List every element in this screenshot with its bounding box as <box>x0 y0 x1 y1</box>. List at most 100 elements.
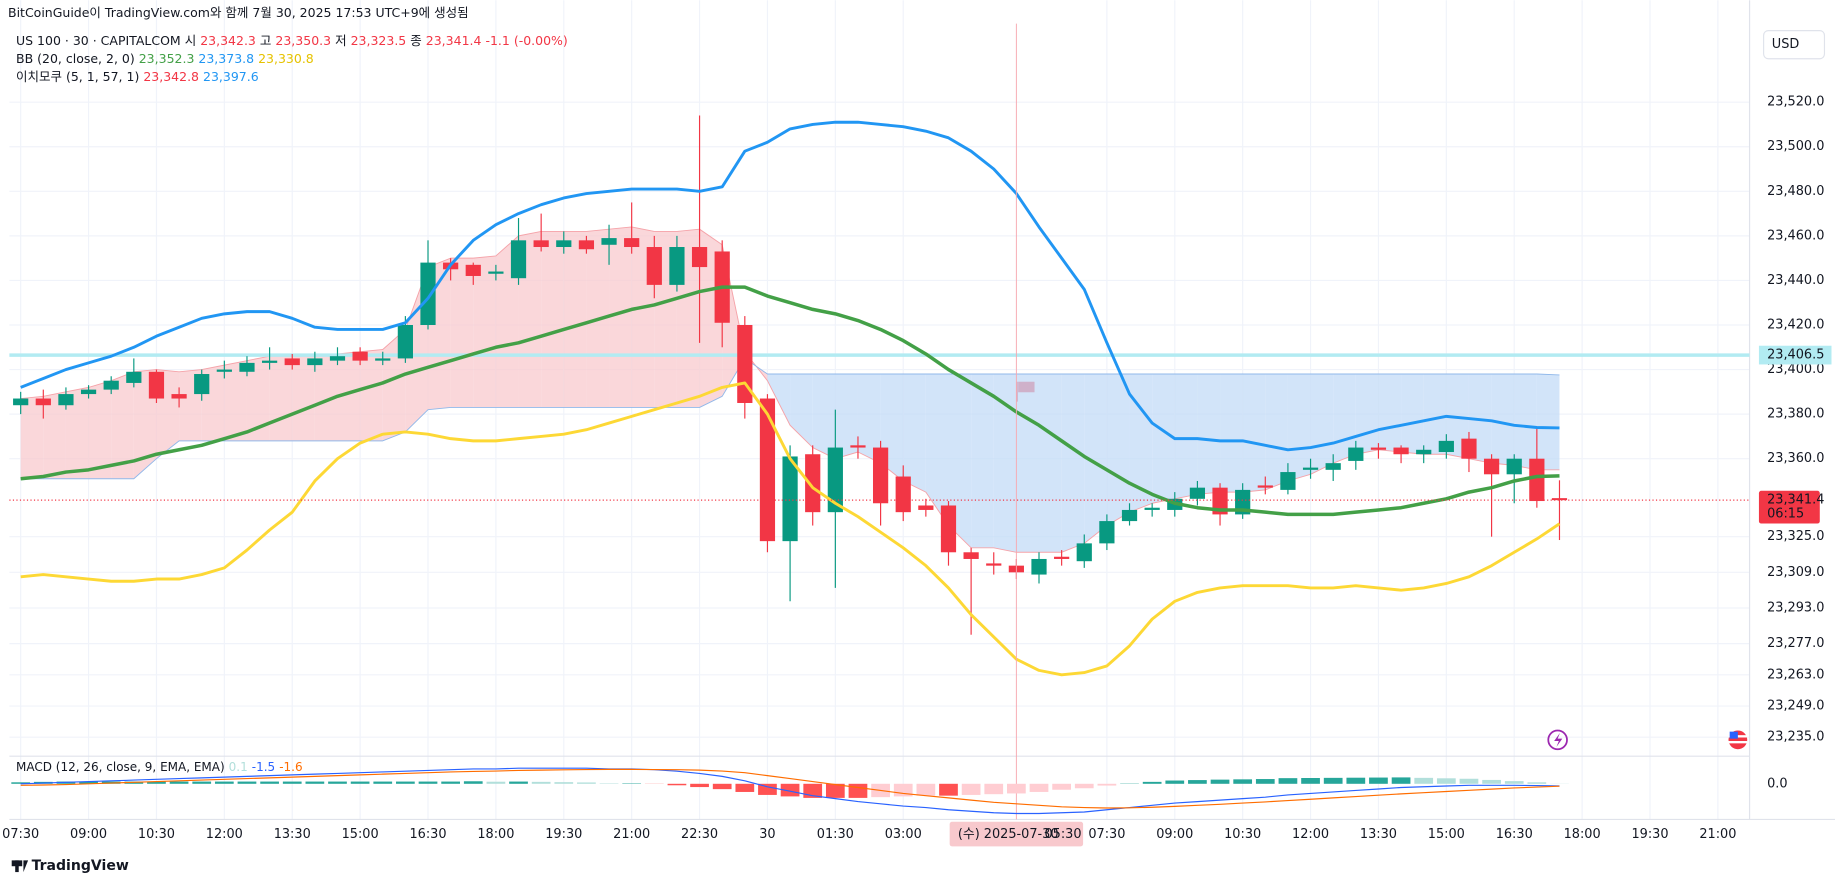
cloud-segment <box>767 374 791 426</box>
macd-hist-bar <box>780 783 800 797</box>
bb-value: 23,352.3 <box>138 51 195 66</box>
x-tick-label: 18:00 <box>477 827 514 842</box>
x-tick-label: 15:00 <box>342 827 379 842</box>
candle-body <box>1325 463 1341 470</box>
cloud-segment <box>1061 374 1085 553</box>
macd-hist-bar <box>463 781 483 784</box>
indicator-line <box>20 381 1561 677</box>
x-tick-label: 12:00 <box>206 827 243 842</box>
y-tick-label: 23,400.0 <box>1767 362 1824 377</box>
candle-body <box>1438 440 1454 453</box>
macd-hist-bar <box>1142 781 1162 784</box>
cloud-segment <box>65 387 89 479</box>
candle-body <box>782 456 798 542</box>
cloud-segment <box>812 374 836 459</box>
macd-hist-bar <box>984 783 1004 795</box>
currency-box[interactable] <box>1763 30 1826 60</box>
x-tick-label: 21:00 <box>1699 827 1736 842</box>
x-tick-label: 30 <box>759 827 775 842</box>
candle-body <box>601 238 617 245</box>
cloud-segment <box>541 231 564 408</box>
cloud-segment <box>609 226 632 408</box>
macd-hist-bar <box>282 781 302 784</box>
candle-body <box>827 447 843 513</box>
candle-body <box>1076 543 1092 562</box>
cloud-segment <box>1152 374 1175 504</box>
macd-hist-bar <box>169 781 189 784</box>
candle-body <box>1483 458 1500 475</box>
candle-body <box>1144 507 1160 510</box>
macd-hist-bar <box>192 781 212 784</box>
candle-body <box>239 362 255 372</box>
candle-body <box>1212 487 1228 515</box>
candle-body <box>533 240 549 248</box>
y-tick-label: 23,325.0 <box>1767 529 1824 544</box>
y-tick-label: 23,309.0 <box>1767 565 1824 580</box>
bb-label: BB (20, close, 2, 0) <box>16 51 135 66</box>
level-label: 23,406.5 <box>1767 348 1824 363</box>
y-tick-label: 23,440.0 <box>1767 273 1824 288</box>
macd-hist-bar <box>1346 777 1366 784</box>
change-value: -1.1 (-0.00%) <box>485 33 568 48</box>
last-price-box <box>1758 490 1820 524</box>
candle-body <box>329 356 346 361</box>
y-tick-label: 23,380.0 <box>1767 407 1824 422</box>
cloud-segment <box>1401 374 1424 455</box>
x-tick-label: 09:00 <box>70 827 107 842</box>
macd-hist-bar <box>1391 777 1411 784</box>
macd-hist-bar <box>373 781 393 784</box>
cloud-segment <box>1242 374 1266 493</box>
cloud-segment <box>43 391 66 479</box>
cloud-segment <box>314 353 338 441</box>
candle-body <box>103 380 119 390</box>
candle-body <box>759 398 776 542</box>
cloud-segment <box>1378 374 1402 453</box>
x-tick-label: 13:30 <box>274 827 311 842</box>
macd-value: -1.6 <box>279 760 303 774</box>
macd-line <box>20 767 1560 815</box>
cloud-segment <box>473 255 496 408</box>
indicator-line <box>20 120 1560 452</box>
cloud-segment <box>1423 374 1447 455</box>
macd-hist-bar <box>1414 777 1434 784</box>
candle-body <box>1370 447 1387 450</box>
symbol: US 100 · 30 · CAPITALCOM <box>16 33 181 48</box>
macd-hist-bar <box>79 781 98 784</box>
macd-hist-bar <box>667 783 687 786</box>
macd-hist-bar <box>237 781 257 784</box>
macd-hist-bar <box>1165 780 1185 784</box>
candle-body <box>850 445 866 448</box>
span-b-line <box>20 357 1560 480</box>
candle-body <box>1393 447 1409 455</box>
candle-body <box>80 389 97 395</box>
candle-body <box>1302 467 1319 470</box>
footer-brand: TradingView <box>32 858 129 874</box>
x-tick-label: 18:00 <box>1564 827 1601 842</box>
ichimoku-value: 23,397.6 <box>203 69 259 84</box>
alert-icon <box>1547 729 1568 751</box>
ichimoku-label: 이치모쿠 (5, 1, 57, 1) <box>16 69 140 84</box>
cloud-segment <box>790 374 813 448</box>
macd-tick-label: 0.0 <box>1767 776 1787 791</box>
candle-body <box>963 552 979 559</box>
currency: USD <box>1772 37 1800 52</box>
x-tick-label: 07:30 <box>1088 827 1125 842</box>
macd-hist-bar <box>486 781 506 784</box>
macd-hist-bar <box>939 783 958 796</box>
cloud-segment <box>925 374 949 526</box>
x-tick-label: 07:30 <box>2 827 39 842</box>
candle-body <box>1099 521 1115 544</box>
candle-body <box>578 240 595 250</box>
candle-body <box>1348 447 1364 461</box>
macd-hist-bar <box>1504 781 1524 784</box>
cloud-segment <box>857 374 881 464</box>
candle-body <box>261 360 278 363</box>
header-text: BitCoinGuide이 TradingView.com와 함께 7월 30,… <box>8 5 469 20</box>
candle-body <box>58 394 74 406</box>
macd-hist-bar <box>1188 780 1207 784</box>
candle-body <box>1461 438 1477 459</box>
low-value: 23,323.5 <box>350 33 407 48</box>
macd-hist-bar <box>916 783 936 796</box>
candle-body <box>13 398 29 406</box>
macd-hist-bar <box>509 781 528 784</box>
